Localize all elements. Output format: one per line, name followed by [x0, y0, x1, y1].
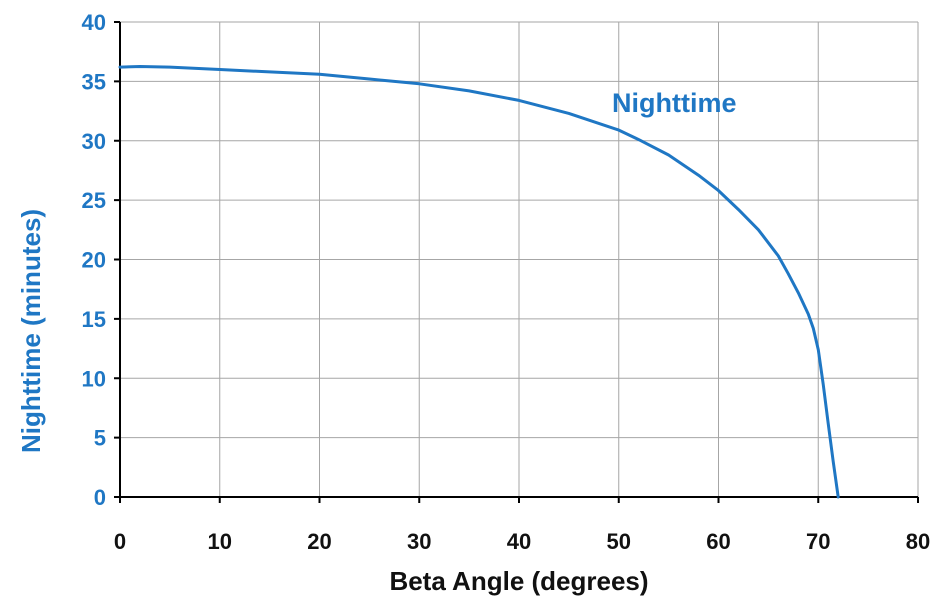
axes — [114, 21, 919, 503]
x-axis-title: Beta Angle (degrees) — [389, 566, 648, 596]
x-tick-labels: 0 10 20 30 40 50 60 70 80 — [114, 529, 930, 554]
y-tick-label-7: 35 — [82, 69, 106, 94]
series-layer — [118, 65, 840, 499]
series-line-0 — [118, 65, 840, 499]
y-tick-label-3: 15 — [82, 307, 106, 332]
grid-lines — [120, 21, 919, 497]
x-tick-label-4: 40 — [507, 529, 531, 554]
y-tick-label-8: 40 — [82, 10, 106, 35]
y-tick-label-1: 5 — [94, 426, 106, 451]
y-tick-label-6: 30 — [82, 129, 106, 154]
x-tick-label-8: 80 — [906, 529, 930, 554]
x-tick-label-5: 50 — [607, 529, 631, 554]
x-tick-label-6: 60 — [706, 529, 730, 554]
x-tick-label-3: 30 — [407, 529, 431, 554]
y-tick-label-2: 10 — [82, 366, 106, 391]
y-tick-label-5: 25 — [82, 188, 106, 213]
y-tick-labels: 0 5 10 15 20 25 30 35 40 — [82, 10, 106, 510]
y-axis-title: Nighttime (minutes) — [16, 209, 46, 453]
y-tick-label-4: 20 — [82, 248, 106, 273]
x-tick-label-1: 10 — [208, 529, 232, 554]
y-tick-label-0: 0 — [94, 485, 106, 510]
x-tick-label-0: 0 — [114, 529, 126, 554]
x-tick-label-7: 70 — [806, 529, 830, 554]
x-tick-label-2: 20 — [307, 529, 331, 554]
series-annotation: Nighttime — [612, 88, 737, 118]
